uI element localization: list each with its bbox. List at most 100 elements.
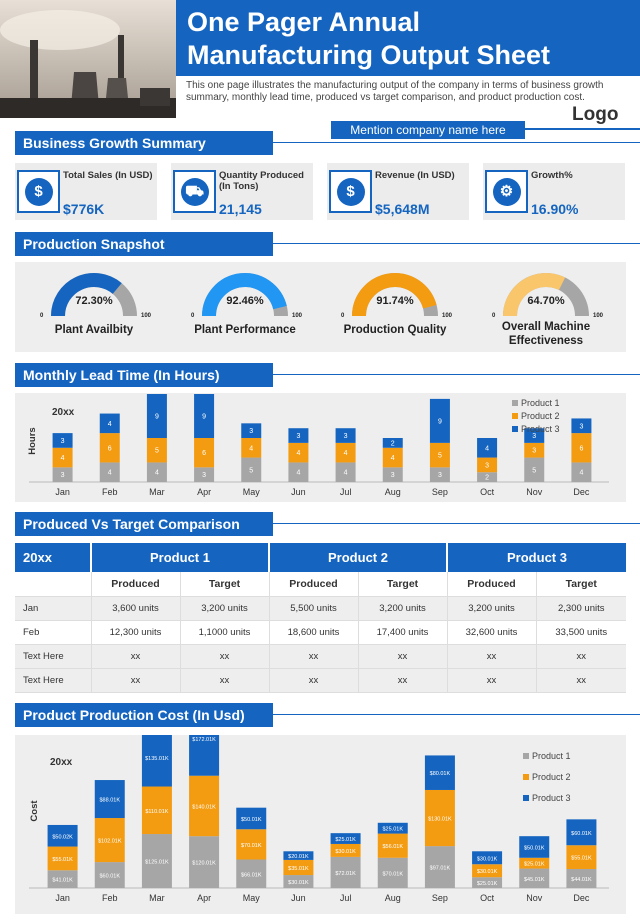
- legend-swatch: [512, 400, 518, 406]
- x-tick-label: Apr: [197, 893, 211, 903]
- produced-header: Produced: [446, 572, 536, 597]
- x-tick-label: Apr: [197, 487, 211, 497]
- bar-label: $56.01K: [383, 844, 404, 850]
- bar-label: $140.01K: [192, 804, 216, 810]
- table-cell: [15, 572, 91, 597]
- bar-segment: [472, 864, 503, 878]
- cost-rule: [273, 714, 640, 715]
- x-tick-label: Dec: [573, 487, 590, 497]
- gauge-arc: [352, 273, 438, 317]
- bar-label: $66.01K: [241, 872, 262, 878]
- x-tick-label: Jan: [55, 893, 70, 903]
- bar-label: $125.01K: [145, 860, 169, 866]
- gauge-arc: [202, 273, 288, 317]
- kpi-label: Total Sales (In USD): [63, 170, 153, 181]
- bar-label: $55.01K: [571, 856, 592, 862]
- title-banner: [176, 0, 640, 76]
- target-header: Target: [535, 572, 626, 597]
- gauge-max-label: 100: [291, 313, 302, 319]
- bar-label: $60.01K: [571, 831, 592, 837]
- bar-label: $30.01K: [335, 849, 356, 855]
- bar-label: 4: [579, 470, 583, 477]
- x-tick-label: May: [243, 487, 261, 497]
- x-tick-label: Sep: [432, 893, 448, 903]
- bar-segment: [335, 442, 356, 463]
- bar-label: 3: [202, 472, 206, 479]
- page-title-line-1: One Pager Annual: [187, 7, 421, 37]
- bar-segment: [424, 846, 455, 888]
- table-cell: xx: [535, 644, 626, 669]
- table-cell: xx: [268, 668, 358, 693]
- table-row: Feb 12,300 units 1,1000 units 18,600 uni…: [15, 620, 626, 645]
- bar-segment: [335, 428, 356, 443]
- logo-placeholder: Logo: [572, 104, 619, 125]
- table-row: Text Here xx xx xx xx xx xx: [15, 668, 626, 693]
- x-tick-label: May: [243, 893, 261, 903]
- bar-label: $60.01K: [100, 874, 121, 880]
- bar-segment: [99, 433, 120, 463]
- table-row: Jan 3,600 units 3,200 units 5,500 units …: [15, 596, 626, 621]
- gauge-production-quality: 91.74% 0 100 Production Quality: [335, 266, 455, 348]
- bar-label: $80.01K: [430, 771, 451, 777]
- gauge-label: Overall Machine Effectiveness: [501, 321, 591, 347]
- table-cell: xx: [357, 668, 447, 693]
- bar-segment: [194, 467, 215, 482]
- bar-segment: [330, 833, 361, 844]
- table-cell: xx: [90, 668, 180, 693]
- lead-time-heading: Monthly Lead Time (In Hours): [15, 363, 273, 387]
- bar-label: $88.01K: [100, 798, 121, 804]
- bar-label: 3: [532, 433, 536, 440]
- bar-segment: [335, 462, 356, 482]
- gauge-fill: [503, 273, 566, 317]
- gauge-fill: [202, 273, 287, 317]
- page-title-line-2: Manufacturing Output Sheet: [187, 40, 550, 70]
- bar-segment: [524, 442, 545, 458]
- bar-label: 5: [532, 467, 536, 474]
- table-row: Text Here xx xx xx xx xx xx: [15, 644, 626, 669]
- lead-time-rule: [273, 374, 640, 375]
- business-growth-heading: Business Growth Summary: [15, 131, 273, 155]
- x-tick-label: Jan: [55, 487, 70, 497]
- legend-label: Product 2: [521, 411, 560, 421]
- row-label: Feb: [15, 620, 91, 645]
- gauge-value: 64.70%: [527, 295, 565, 307]
- bar-label: $50.01K: [524, 845, 545, 851]
- x-tick-label: Oct: [480, 487, 495, 497]
- bar-label: $41.01K: [52, 878, 73, 884]
- bar-label: 4: [344, 470, 348, 477]
- bar-segment: [571, 433, 592, 463]
- gauge-value: 92.46%: [226, 295, 264, 307]
- product-1-header: Product 1: [90, 543, 269, 572]
- chart-annotation: 20xx: [50, 757, 73, 768]
- table-cell: 32,600 units: [446, 620, 536, 645]
- kpi-value: 21,145: [219, 201, 262, 217]
- table-cell: xx: [446, 668, 536, 693]
- kpi-label: Quantity Produced (In Tons): [219, 170, 304, 192]
- bar-segment: [288, 462, 309, 482]
- x-tick-label: Feb: [102, 893, 118, 903]
- bar-label: $135.01K: [145, 756, 169, 762]
- bar-segment: [283, 851, 314, 860]
- cost-chart: $41.01K $55.01K $50.02K Jan $60.01K $102.01K $…: [29, 735, 609, 903]
- gauge-value: 72.30%: [75, 295, 113, 307]
- kpi-card-revenue: $ Revenue (In USD) $5,648M: [327, 163, 469, 220]
- bar-segment: [146, 462, 167, 482]
- bar-label: $102.01K: [98, 839, 122, 845]
- factory-photo: [0, 0, 176, 118]
- bar-segment: [141, 735, 172, 787]
- bar-segment: [241, 457, 262, 482]
- row-label: Text Here: [15, 668, 91, 693]
- legend-label: Product 1: [532, 751, 571, 761]
- produced-header: Produced: [90, 572, 180, 597]
- bar-label: 4: [249, 445, 253, 452]
- bar-segment: [382, 447, 403, 468]
- bar-segment: [566, 869, 597, 888]
- bar-label: $172.01K: [192, 737, 216, 743]
- table-cell: 5,500 units: [268, 596, 358, 621]
- bar-segment: [382, 438, 403, 448]
- y-axis-label: Hours: [27, 427, 38, 454]
- target-header: Target: [357, 572, 447, 597]
- table-subheader-row: Produced Target Produced Target Produced…: [15, 572, 626, 597]
- bar-segment: [472, 851, 503, 865]
- bar-label: $25.01K: [335, 837, 356, 843]
